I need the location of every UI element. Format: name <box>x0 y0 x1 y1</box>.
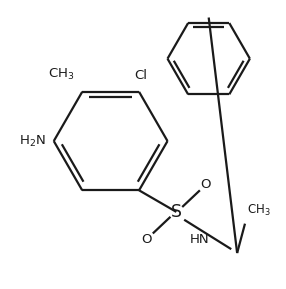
Text: CH$_3$: CH$_3$ <box>247 203 271 218</box>
Text: O: O <box>200 178 211 191</box>
Text: Cl: Cl <box>134 69 148 82</box>
Text: H$_2$N: H$_2$N <box>19 134 46 149</box>
Text: O: O <box>142 233 152 246</box>
Text: HN: HN <box>190 234 210 247</box>
Text: CH$_3$: CH$_3$ <box>48 67 74 82</box>
Text: S: S <box>171 203 182 221</box>
